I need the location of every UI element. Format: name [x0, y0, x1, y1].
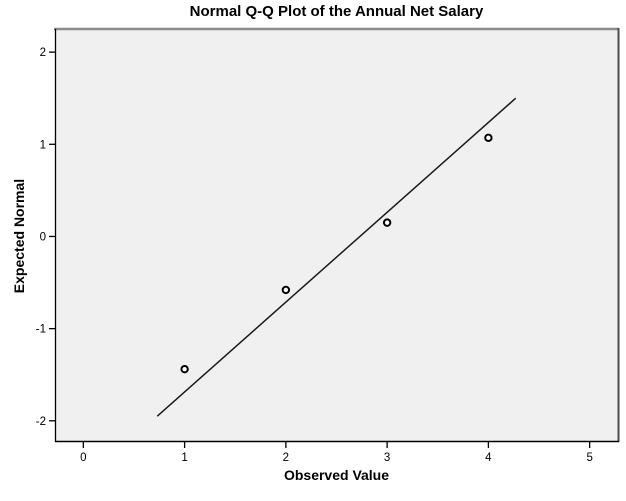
x-tick-label: 2: [283, 452, 289, 464]
x-tick-label: 4: [485, 452, 492, 464]
y-axis-label: Expected Normal: [11, 178, 27, 294]
data-point: [180, 364, 189, 374]
x-tick-label: 5: [586, 452, 592, 464]
data-point: [484, 133, 493, 143]
plot-background: [55, 30, 618, 442]
data-point: [281, 285, 291, 295]
x-tick-label: 3: [384, 452, 390, 464]
x-tick-label: 0: [80, 452, 86, 464]
y-tick-label: 1: [40, 139, 46, 151]
y-tick-label: -2: [36, 416, 46, 428]
data-point: [382, 218, 392, 227]
x-tick-label: 1: [181, 452, 187, 464]
y-tick-label: -1: [36, 324, 46, 336]
qq-reference-line: [156, 97, 517, 417]
y-tick-label: 2: [40, 47, 46, 59]
y-tick-label: 0: [40, 231, 46, 243]
x-axis-label: Observed Value: [283, 467, 390, 483]
chart-title: Normal Q-Q Plot of the Annual Net Salary: [189, 3, 484, 20]
